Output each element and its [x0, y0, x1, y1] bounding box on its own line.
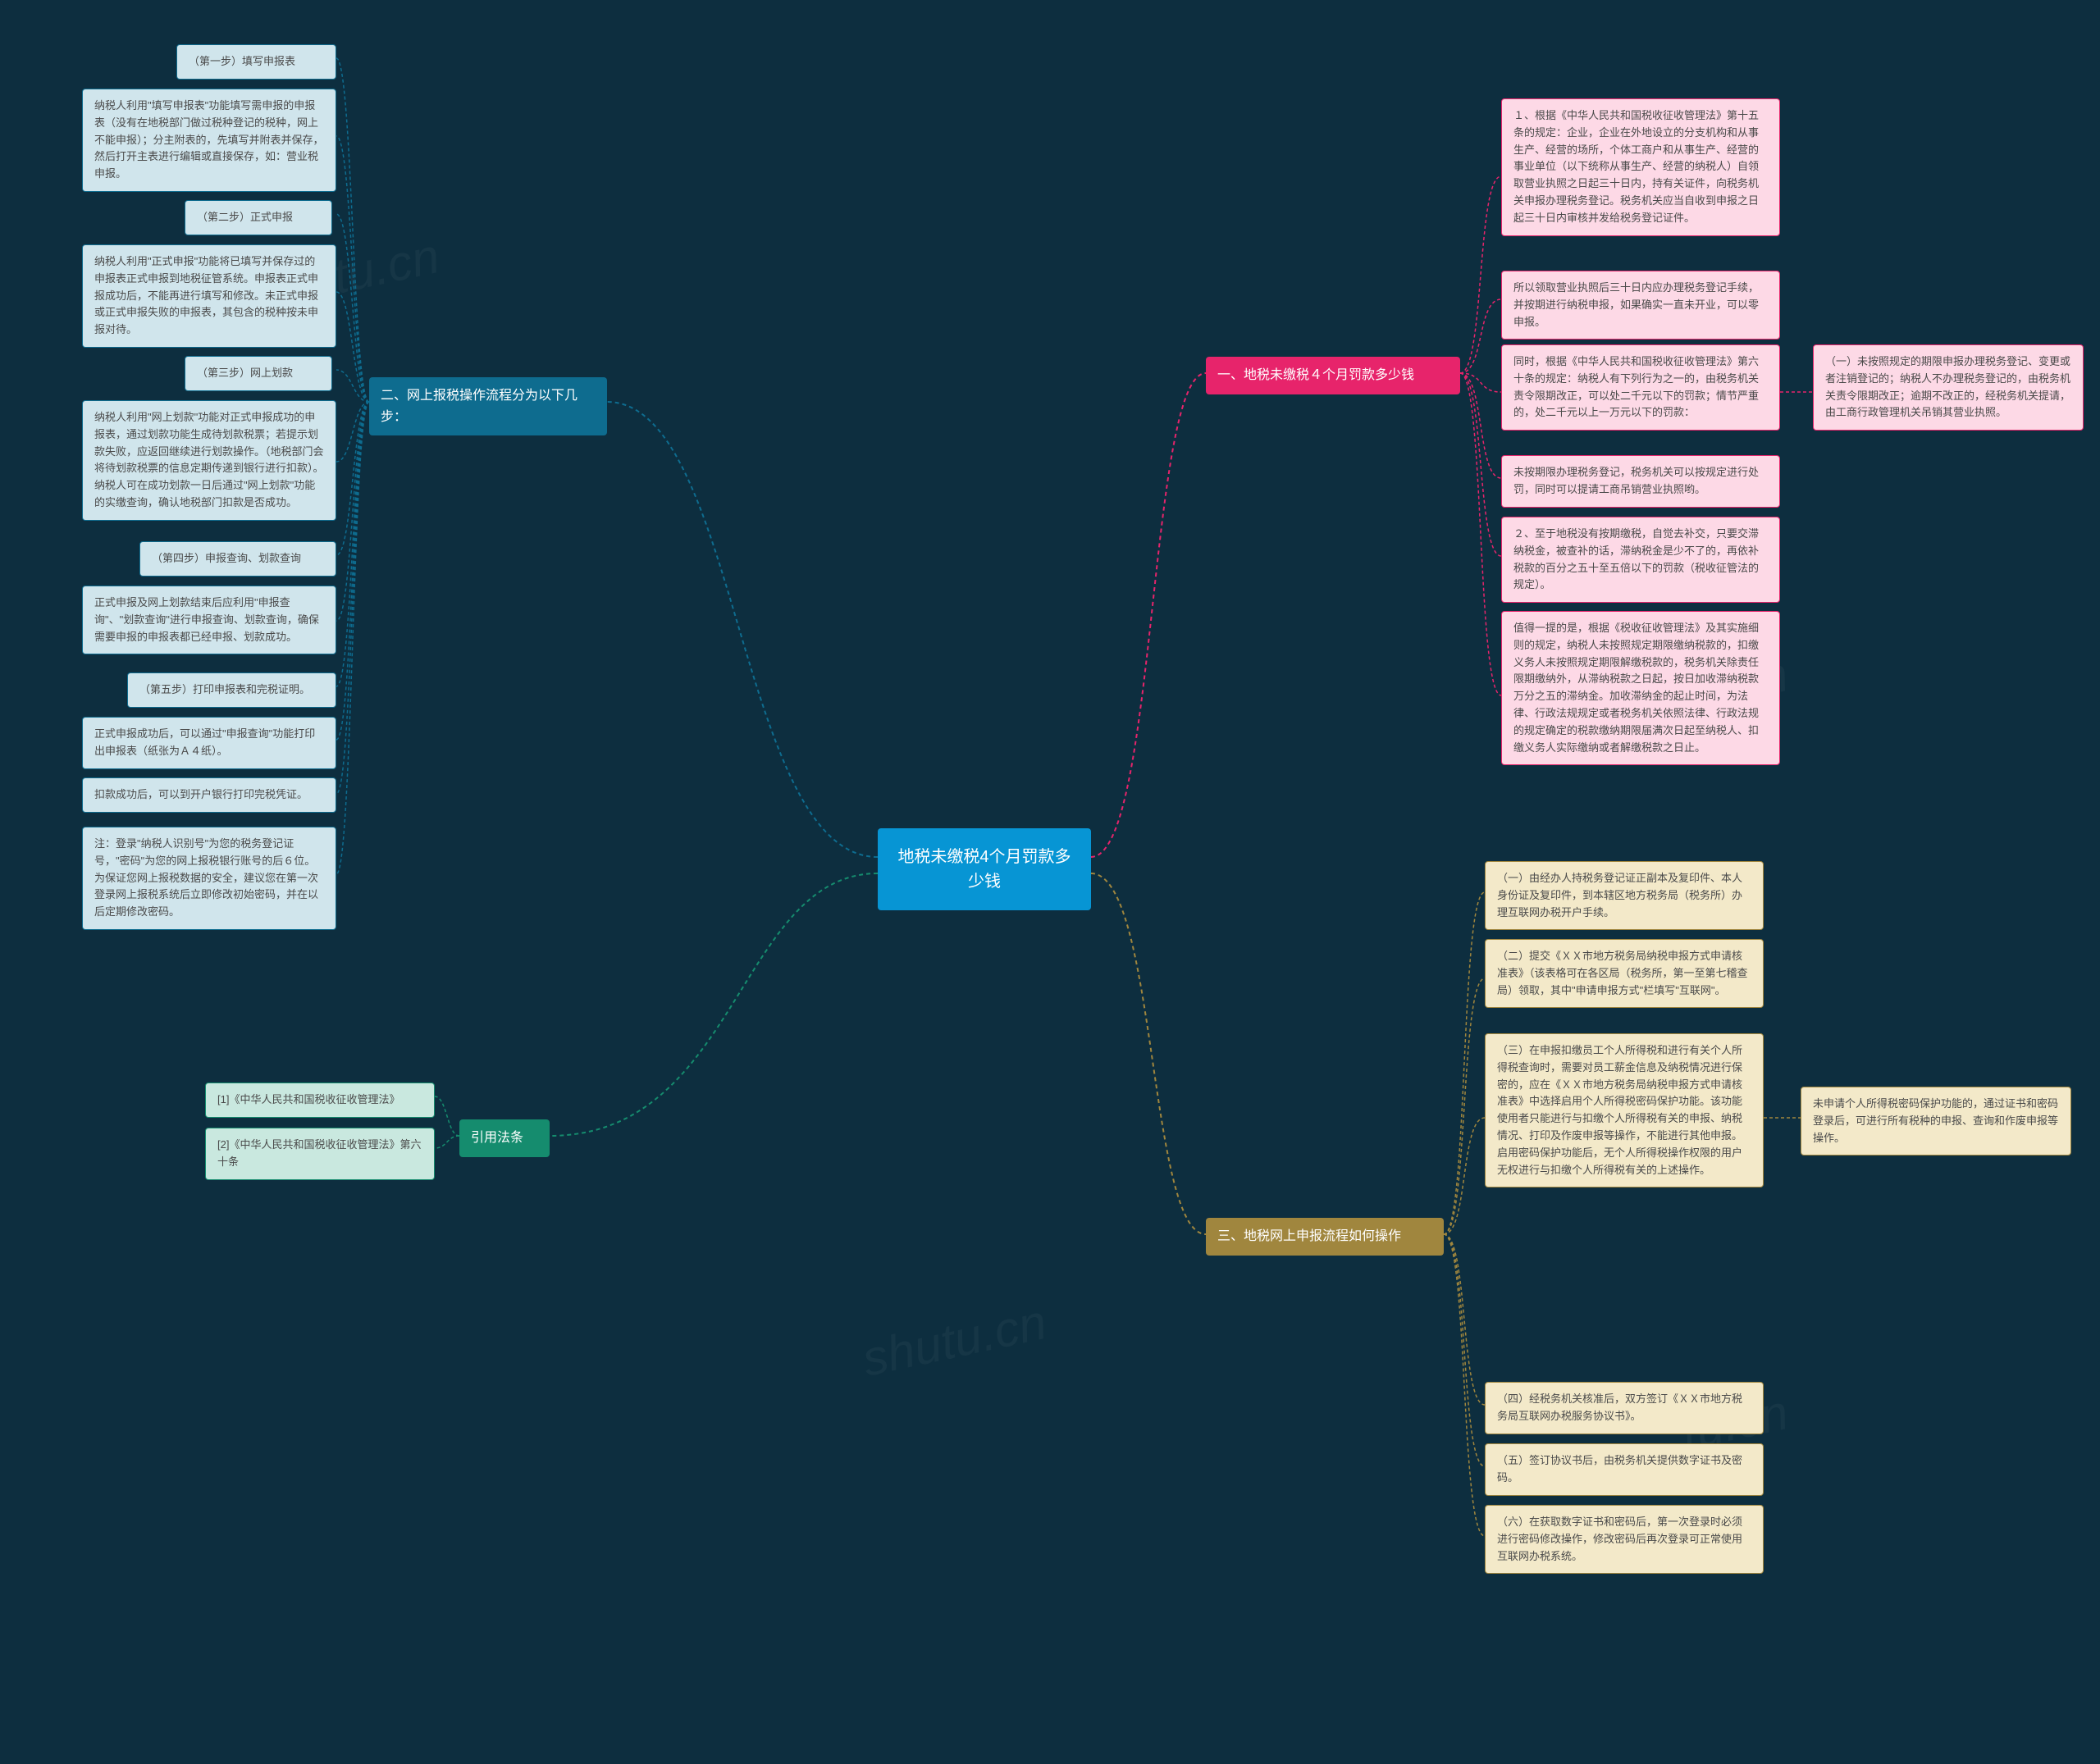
leaf-blue-s5a: 正式申报成功后，可以通过"申报查询"功能打印出申报表（纸张为Ａ４纸）。 — [82, 717, 336, 769]
leaf-green-1: [1]《中华人民共和国税收征收管理法》 — [205, 1083, 435, 1118]
leaf-pink-1: １、根据《中华人民共和国税收征收管理法》第十五条的规定：企业，企业在外地设立的分… — [1501, 98, 1780, 236]
leaf-pink-3a: （一）未按照规定的期限申报办理税务登记、变更或者注销登记的；纳税人不办理税务登记… — [1813, 344, 2084, 431]
branch-3: 三、地税网上申报流程如何操作 — [1206, 1218, 1444, 1256]
leaf-blue-s1: 纳税人利用"填写申报表"功能填写需申报的申报表（没有在地税部门做过税种登记的税种… — [82, 89, 336, 192]
leaf-blue-s4t: （第四步）申报查询、划款查询 — [139, 541, 336, 577]
center-node: 地税未缴税4个月罚款多少钱 — [878, 828, 1091, 910]
branch-1: 一、地税未缴税４个月罚款多少钱 — [1206, 357, 1460, 394]
leaf-yellow-3a: 未申请个人所得税密码保护功能的，通过证书和密码登录后，可进行所有税种的申报、查询… — [1801, 1087, 2071, 1155]
leaf-blue-s3t: （第三步）网上划款 — [185, 356, 332, 391]
leaf-blue-s5b: 扣款成功后，可以到开户银行打印完税凭证。 — [82, 777, 336, 813]
leaf-yellow-2: （二）提交《ＸＸ市地方税务局纳税申报方式申请核准表》（该表格可在各区局（税务所，… — [1485, 939, 1764, 1008]
leaf-pink-6: 值得一提的是，根据《税收征收管理法》及其实施细则的规定，纳税人未按照规定期限缴纳… — [1501, 611, 1780, 765]
leaf-green-2: [2]《中华人民共和国税收征收管理法》第六十条 — [205, 1128, 435, 1180]
leaf-blue-s4: 正式申报及网上划款结束后应利用"申报查询"、"划款查询"进行申报查询、划款查询，… — [82, 586, 336, 654]
leaf-yellow-3: （三）在申报扣缴员工个人所得税和进行有关个人所得税查询时，需要对员工薪金信息及纳… — [1485, 1033, 1764, 1187]
leaf-blue-s1t: （第一步）填写申报表 — [176, 44, 336, 80]
branch-4: 引用法条 — [459, 1119, 550, 1157]
leaf-blue-s2t: （第二步）正式申报 — [185, 200, 332, 235]
leaf-yellow-5: （五）签订协议书后，由税务机关提供数字证书及密码。 — [1485, 1443, 1764, 1496]
leaf-pink-4: 未按期限办理税务登记，税务机关可以按规定进行处罚，同时可以提请工商吊销营业执照哟… — [1501, 455, 1780, 508]
leaf-blue-s2: 纳税人利用"正式申报"功能将已填写并保存过的申报表正式申报到地税征管系统。申报表… — [82, 244, 336, 348]
leaf-pink-5: ２、至于地税没有按期缴税，自觉去补交，只要交滞纳税金，被查补的话，滞纳税金是少不… — [1501, 517, 1780, 603]
leaf-yellow-6: （六）在获取数字证书和密码后，第一次登录时必须进行密码修改操作，修改密码后再次登… — [1485, 1505, 1764, 1574]
leaf-yellow-1: （一）由经办人持税务登记证正副本及复印件、本人身份证及复印件，到本辖区地方税务局… — [1485, 861, 1764, 930]
leaf-blue-s3: 纳税人利用"网上划款"功能对正式申报成功的申报表，通过划款功能生成待划款税票；若… — [82, 400, 336, 521]
leaf-blue-s6: 注：登录"纳税人识别号"为您的税务登记证号，"密码"为您的网上报税银行账号的后６… — [82, 827, 336, 930]
leaf-pink-3: 同时，根据《中华人民共和国税收征收管理法》第六十条的规定：纳税人有下列行为之一的… — [1501, 344, 1780, 431]
leaf-yellow-4: （四）经税务机关核准后，双方签订《ＸＸ市地方税务局互联网办税服务协议书》。 — [1485, 1382, 1764, 1434]
leaf-pink-2: 所以领取营业执照后三十日内应办理税务登记手续，并按期进行纳税申报，如果确实一直未… — [1501, 271, 1780, 340]
watermark: shutu.cn — [857, 1293, 1051, 1388]
leaf-blue-s5t: （第五步）打印申报表和完税证明。 — [127, 672, 336, 708]
branch-2: 二、网上报税操作流程分为以下几步： — [369, 377, 607, 435]
